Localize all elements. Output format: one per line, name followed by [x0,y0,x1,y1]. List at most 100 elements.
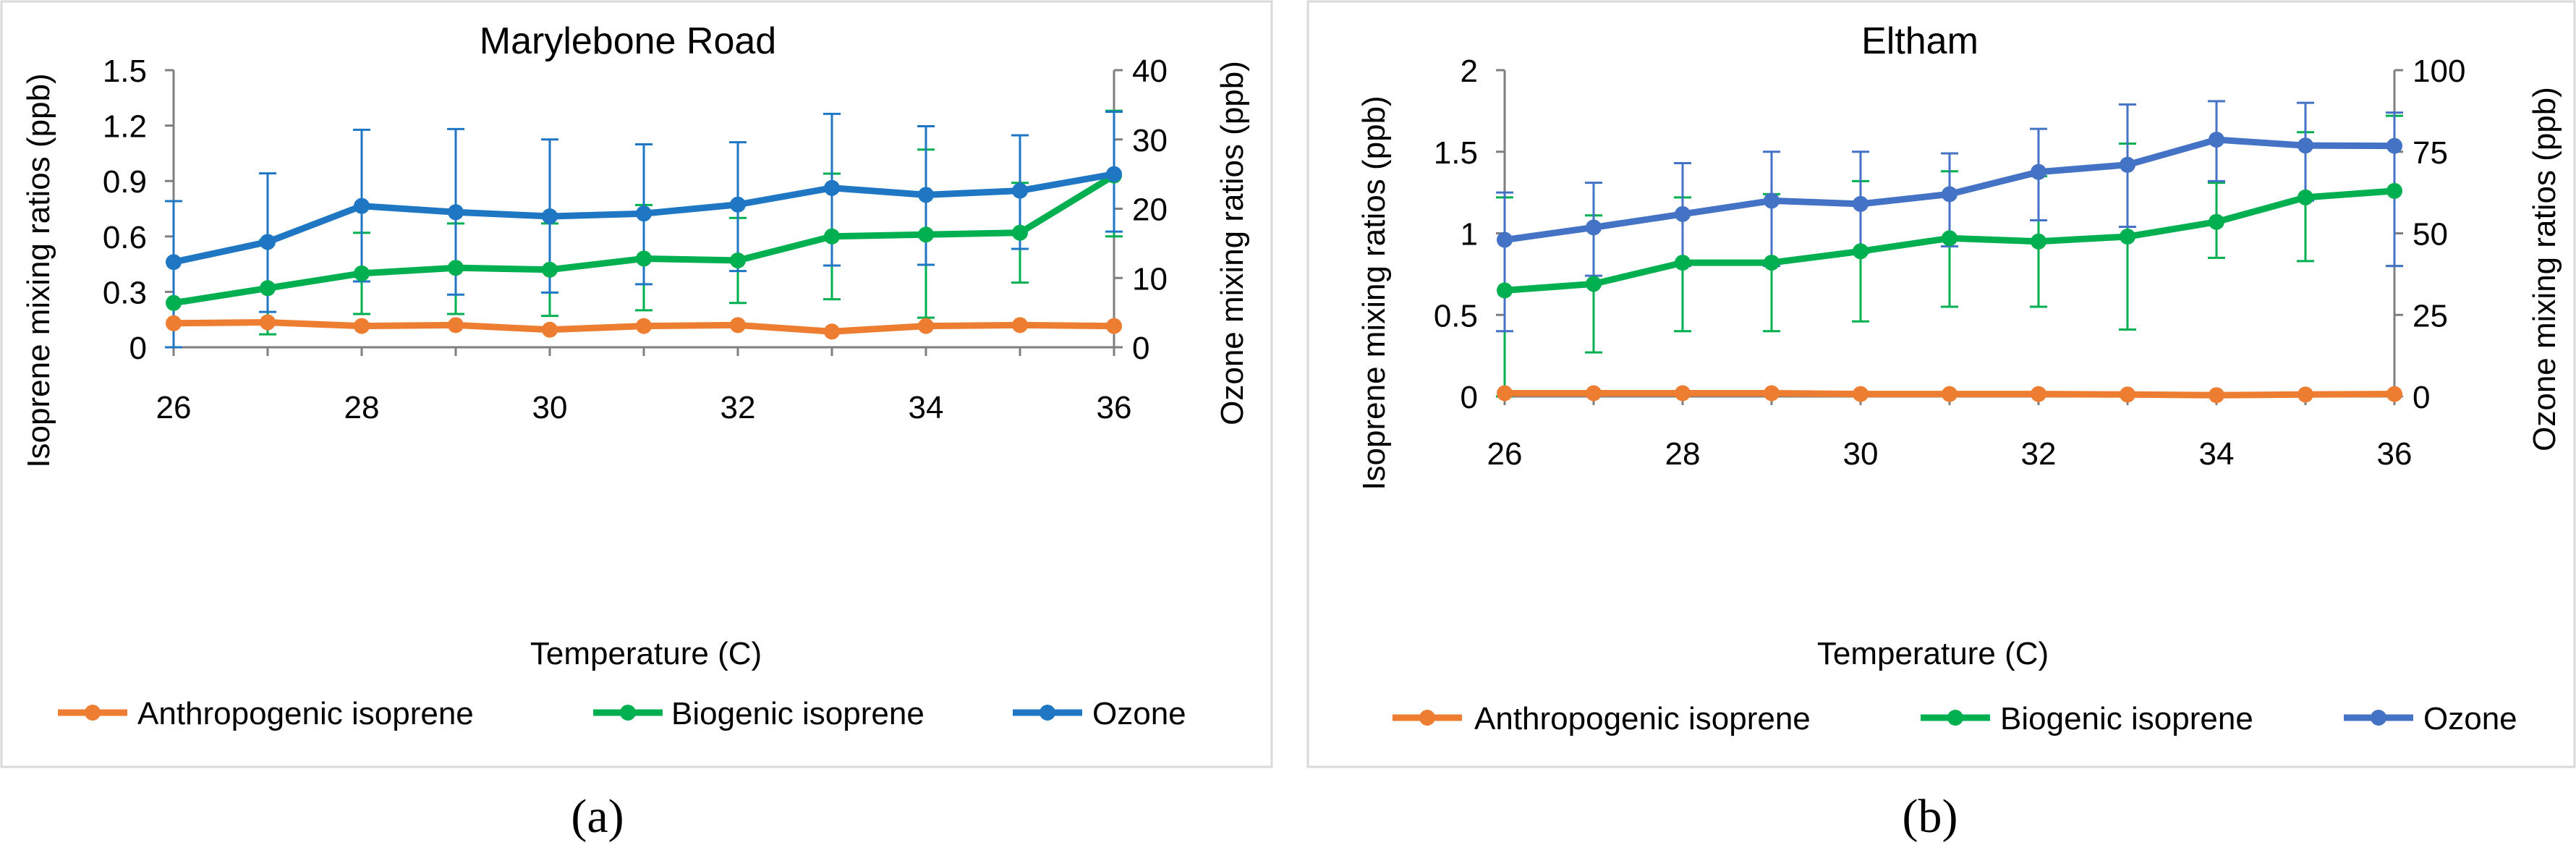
data-point [730,317,746,334]
data-point [824,228,840,245]
data-point [354,265,370,281]
y2-tick-label: 40 [1132,54,1168,89]
data-point [354,198,370,214]
data-point [824,179,840,196]
data-point [1942,386,1957,402]
y-tick-label: 0.9 [103,164,147,200]
panel-label: (a) [571,790,624,843]
data-point [2209,132,2224,148]
data-point [2209,387,2224,404]
y2-tick-label: 75 [2413,135,2448,171]
y2-tick-label: 100 [2413,54,2465,89]
data-point [1764,192,1780,209]
data-point [166,315,182,331]
panel-a-frame [0,0,1273,768]
data-point [166,254,182,271]
data-point [1586,219,1602,236]
x-axis-label: Temperature (C) [1817,636,2049,671]
legend-swatch-marker [1040,705,1055,721]
y2-tick-label: 30 [1132,123,1168,158]
y2-tick-label: 50 [2413,217,2448,252]
y-tick-label: 1 [1461,217,1478,252]
y-tick-label: 0.5 [1434,298,1478,334]
y2-tick-label: 25 [2413,298,2448,334]
x-tick-label: 32 [720,390,756,425]
panel-b-frame [1306,0,2576,768]
data-point [448,260,464,276]
data-point [730,252,746,268]
data-point [166,294,182,311]
data-point [636,318,652,334]
x-tick-label: 28 [344,390,380,425]
y-axis-label: Isoprene mixing ratios (ppb) [1356,95,1392,490]
data-point [2209,213,2224,230]
data-point [2120,156,2135,173]
data-point [542,321,558,338]
data-point [1675,255,1691,271]
x-tick-label: 32 [2021,436,2057,472]
data-point [1942,230,1957,247]
legend-label: Ozone [1092,696,1186,731]
data-point [2386,386,2402,402]
y-tick-label: 0 [129,331,147,366]
legend-label: Anthropogenic isoprene [1474,701,1811,736]
y2-tick-label: 20 [1132,192,1168,228]
y-tick-label: 1.2 [103,109,147,145]
data-point [1853,195,1869,212]
y2-tick-label: 10 [1132,261,1168,297]
data-point [1012,224,1028,241]
x-tick-label: 34 [2199,436,2235,472]
x-tick-label: 30 [532,390,568,425]
data-point [1012,182,1028,199]
legend-label: Ozone [2423,701,2517,736]
data-point [1586,385,1602,402]
y-tick-label: 0.6 [103,220,147,255]
chart-title: Marylebone Road [480,20,776,62]
y-tick-label: 0 [1461,380,1478,415]
data-point [260,234,276,250]
x-tick-label: 26 [156,390,192,425]
data-point [448,317,464,334]
y-tick-label: 2 [1461,54,1478,89]
y2-tick-label: 0 [2413,380,2430,415]
chart-title: Eltham [1861,20,1978,62]
data-point [1106,166,1122,182]
data-point [1675,385,1691,402]
data-point [1853,386,1869,402]
x-tick-label: 30 [1843,436,1879,472]
y-tick-label: 0.3 [103,275,147,310]
legend-label: Biogenic isoprene [671,696,924,731]
data-point [824,323,840,340]
data-point [918,187,934,203]
data-point [1764,255,1780,271]
data-point [636,205,652,222]
data-point [918,226,934,243]
legend-swatch-marker [1947,710,1963,726]
data-point [1497,385,1513,402]
data-point [1764,385,1780,402]
data-point [2386,137,2402,154]
y2-axis-label: Ozone mixing ratios (ppb) [2527,87,2562,451]
data-point [354,318,370,334]
data-point [260,280,276,297]
data-point [2031,164,2046,180]
data-point [1106,318,1122,334]
data-point [918,318,934,334]
data-point [1853,243,1869,260]
data-point [730,196,746,213]
y-tick-label: 1.5 [1434,135,1478,171]
panel-label: (b) [1903,790,1958,843]
data-point [2297,189,2313,205]
legend-swatch-marker [620,705,636,721]
data-point [2031,386,2046,402]
data-point [1942,186,1957,203]
y-tick-label: 1.5 [103,54,147,89]
legend-label: Biogenic isoprene [2000,701,2253,736]
data-point [1497,232,1513,248]
chart-marylebone-road: Marylebone Road Isoprene mixing ratios (… [21,20,1250,843]
y2-tick-label: 0 [1132,331,1149,366]
data-point [448,204,464,221]
data-point [1012,317,1028,334]
chart-eltham: Eltham Isoprene mixing ratios (ppb) Ozon… [1356,20,2562,843]
